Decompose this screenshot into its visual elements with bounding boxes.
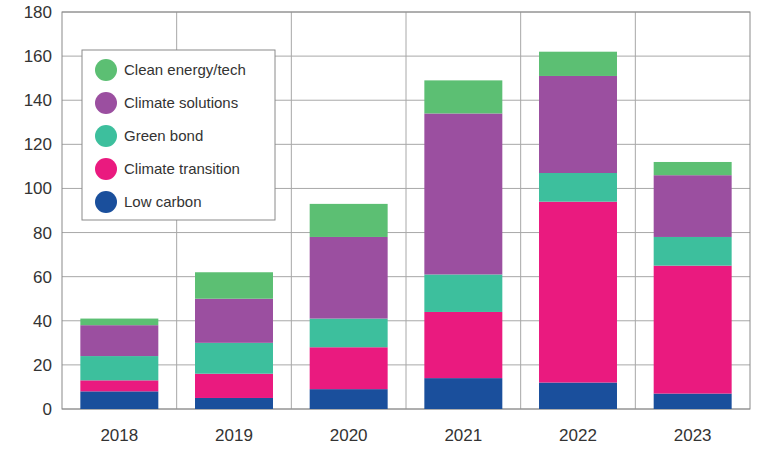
bar-segment xyxy=(310,389,388,409)
x-tick-label: 2018 xyxy=(100,426,138,445)
bar-segment xyxy=(195,343,273,374)
chart: 0 20 40 60 80 100 120 140 160 180 2018 2019 2020 2021… xyxy=(0,0,760,450)
bar-segment xyxy=(539,173,617,202)
bar-segment xyxy=(310,347,388,389)
legend-swatch xyxy=(95,125,117,147)
legend-label: Climate solutions xyxy=(124,94,238,111)
legend: Clean energy/tech Climate solutions Green … xyxy=(82,50,275,220)
legend-swatch xyxy=(95,59,117,81)
category-divider xyxy=(406,12,407,409)
category-divider xyxy=(291,12,292,409)
bar-segment xyxy=(654,394,732,409)
bar-segment xyxy=(80,391,158,409)
category-divider xyxy=(635,12,636,409)
bar-segment xyxy=(424,113,502,274)
y-tick-label: 80 xyxy=(33,224,52,243)
bar-segment xyxy=(195,299,273,343)
bar-segment xyxy=(424,274,502,311)
x-tick-label: 2020 xyxy=(330,426,368,445)
bars xyxy=(80,52,731,409)
legend-box xyxy=(82,50,275,220)
bar-segment xyxy=(539,76,617,173)
y-tick-label: 140 xyxy=(24,91,52,110)
legend-swatch xyxy=(95,191,117,213)
bar-segment xyxy=(80,380,158,391)
grid xyxy=(62,12,750,409)
bar-segment xyxy=(539,202,617,383)
y-tick-label: 20 xyxy=(33,356,52,375)
x-tick-label: 2019 xyxy=(215,426,253,445)
legend-label: Green bond xyxy=(124,127,203,144)
legend-swatch xyxy=(95,158,117,180)
bar-segment xyxy=(424,312,502,378)
bar-segment xyxy=(654,175,732,237)
bar-segment xyxy=(654,162,732,175)
bar-segment xyxy=(195,374,273,398)
bar-segment xyxy=(310,319,388,348)
y-tick-label: 0 xyxy=(43,400,52,419)
x-tick-label: 2022 xyxy=(559,426,597,445)
bar-segment xyxy=(310,237,388,319)
legend-label: Low carbon xyxy=(124,193,202,210)
y-tick-label: 180 xyxy=(24,3,52,22)
bar-segment xyxy=(80,356,158,380)
bar-segment xyxy=(310,204,388,237)
x-tick-label: 2023 xyxy=(674,426,712,445)
y-tick-label: 120 xyxy=(24,135,52,154)
legend-swatch xyxy=(95,92,117,114)
bar-segment xyxy=(195,272,273,298)
legend-label: Climate transition xyxy=(124,160,240,177)
bar-segment xyxy=(539,52,617,76)
legend-label: Clean energy/tech xyxy=(124,61,246,78)
y-tick-label: 100 xyxy=(24,179,52,198)
bar-segment xyxy=(424,80,502,113)
plot-frame xyxy=(62,12,750,409)
x-tick-label: 2021 xyxy=(444,426,482,445)
bar-segment xyxy=(80,319,158,326)
bar-segment xyxy=(80,325,158,356)
bar-segment xyxy=(424,378,502,409)
bar-segment xyxy=(195,398,273,409)
y-tick-label: 40 xyxy=(33,312,52,331)
y-tick-label: 160 xyxy=(24,47,52,66)
bar-segment xyxy=(539,383,617,409)
bar-segment xyxy=(654,237,732,266)
y-tick-label: 60 xyxy=(33,268,52,287)
category-divider xyxy=(520,12,521,409)
bar-segment xyxy=(654,266,732,394)
